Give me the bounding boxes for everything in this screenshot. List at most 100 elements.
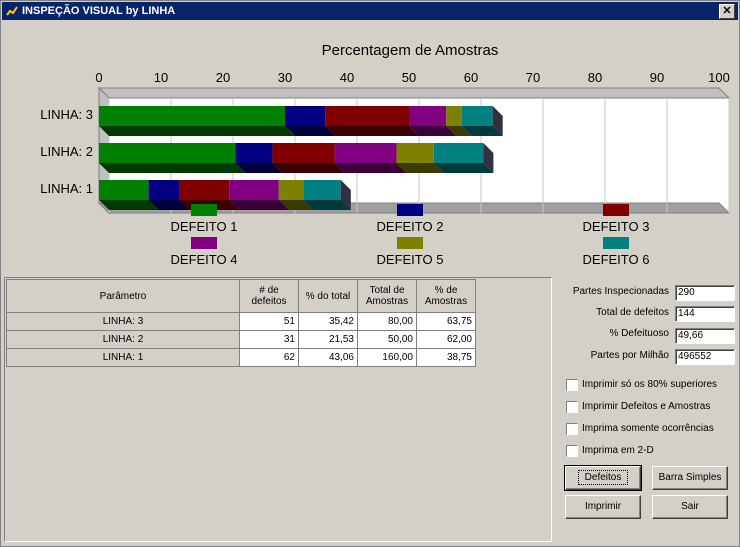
x-tick-label: 50 xyxy=(402,70,416,85)
legend-label: DEFEITO 4 xyxy=(171,252,238,267)
cell-pct-amostras[interactable]: 62,00 xyxy=(416,330,476,349)
bar-segment xyxy=(461,106,493,126)
checkbox-label[interactable]: Imprimir Defeitos e Amostras xyxy=(582,401,711,412)
col-header-pct-total[interactable]: % do total xyxy=(298,279,358,313)
bar-segment xyxy=(272,143,335,163)
pct-defeituoso-field[interactable]: 49,66 xyxy=(675,328,735,344)
checkbox-label[interactable]: Imprima em 2-D xyxy=(582,445,654,456)
bar-segment xyxy=(303,180,341,200)
bar-segment xyxy=(285,106,326,126)
checkbox-label[interactable]: Imprima somente ocorrências xyxy=(582,423,714,434)
category-label: LINHA: 2 xyxy=(40,144,93,159)
cell-total-amostras[interactable]: 80,00 xyxy=(357,312,417,331)
legend-swatch xyxy=(191,204,217,216)
col-header-parametro[interactable]: Parâmetro xyxy=(6,279,240,313)
checkbox-box[interactable] xyxy=(566,379,578,391)
x-tick-label: 0 xyxy=(95,70,102,85)
bar-end-face xyxy=(492,106,503,136)
category-label: LINHA: 3 xyxy=(40,107,93,122)
bar-segment-shadow xyxy=(229,200,289,210)
legend-label: DEFEITO 5 xyxy=(377,252,444,267)
plot-floor-top xyxy=(97,87,731,99)
legend-swatch xyxy=(191,237,217,249)
cell-total-amostras[interactable]: 50,00 xyxy=(357,330,417,349)
defeitos-button-label: Defeitos xyxy=(577,470,629,485)
checkbox-box[interactable] xyxy=(566,401,578,413)
bar-segment xyxy=(325,106,409,126)
bar-segment xyxy=(99,143,236,163)
title-bar: INSPEÇÃO VISUAL by LINHA ✕ xyxy=(2,2,738,20)
bar-segment-shadow xyxy=(278,200,314,210)
bar-segment xyxy=(148,180,180,200)
cell-total-amostras[interactable]: 160,00 xyxy=(357,348,417,367)
legend-swatch xyxy=(603,237,629,249)
bar-segment xyxy=(446,106,462,126)
bar-segment-shadow xyxy=(325,126,419,136)
bar-segment xyxy=(409,106,447,126)
total-defeitos-label: Total de defeitos xyxy=(596,307,669,318)
cell-pct-amostras[interactable]: 38,75 xyxy=(416,348,476,367)
checkbox-box[interactable] xyxy=(566,423,578,435)
table-header-row: Parâmetro # de defeitos % do total Total… xyxy=(6,279,476,313)
col-header-pct-amostras[interactable]: % de Amostras xyxy=(416,279,476,313)
data-table: Parâmetro # de defeitos % do total Total… xyxy=(6,279,476,367)
bar-segment xyxy=(179,180,230,200)
legend-label: DEFEITO 6 xyxy=(583,252,650,267)
bar-segment-shadow xyxy=(396,163,444,173)
bar-segment-shadow xyxy=(148,200,190,210)
barra-simples-button-label: Barra Simples xyxy=(658,472,722,483)
checkbox-label[interactable]: Imprimir só os 80% superiores xyxy=(582,379,718,390)
close-button[interactable]: ✕ xyxy=(719,4,735,19)
cell-pct-total[interactable]: 21,53 xyxy=(298,330,358,349)
bar-segment xyxy=(229,180,279,200)
cell-pct-total[interactable]: 43,06 xyxy=(298,348,358,367)
bar-segment-shadow xyxy=(461,126,503,136)
legend-swatch xyxy=(603,204,629,216)
row-label: LINHA: 1 xyxy=(6,348,240,367)
partes-inspecionadas-field[interactable]: 290 xyxy=(675,285,735,301)
total-defeitos-field[interactable]: 144 xyxy=(675,306,735,322)
col-header-defeitos[interactable]: # de defeitos xyxy=(239,279,299,313)
x-tick-label: 80 xyxy=(588,70,602,85)
bar-segment xyxy=(278,180,304,200)
bar-segment xyxy=(99,106,285,126)
bar-segment-shadow xyxy=(99,200,159,210)
legend-swatch xyxy=(397,237,423,249)
x-tick-label: 70 xyxy=(526,70,540,85)
bar-segment xyxy=(99,180,149,200)
partes-inspecionadas-label: Partes Inspecionadas xyxy=(572,286,669,297)
cell-defeitos[interactable]: 51 xyxy=(239,312,299,331)
cell-pct-amostras[interactable]: 63,75 xyxy=(416,312,476,331)
bar-segment-shadow xyxy=(99,163,246,173)
bar-chart: Percentagem de Amostras 0 10 20 30 40 50 60 70 8… xyxy=(40,42,731,267)
checkbox-box[interactable] xyxy=(566,445,578,457)
x-tick-label: 20 xyxy=(216,70,230,85)
cell-defeitos[interactable]: 62 xyxy=(239,348,299,367)
x-tick-label: 60 xyxy=(464,70,478,85)
bar-segment-shadow xyxy=(99,126,295,136)
bar-segment-shadow xyxy=(334,163,407,173)
legend-label: DEFEITO 2 xyxy=(377,219,444,234)
row-label: LINHA: 2 xyxy=(6,330,240,349)
cell-defeitos[interactable]: 31 xyxy=(239,330,299,349)
bar-segment xyxy=(433,143,484,163)
sair-button-label: Sair xyxy=(681,501,699,512)
barra-simples-button[interactable]: Barra Simples xyxy=(652,466,728,490)
table-row[interactable]: LINHA: 3 51 35,42 80,00 63,75 xyxy=(6,312,476,331)
cell-pct-total[interactable]: 35,42 xyxy=(298,312,358,331)
bar-segment-shadow xyxy=(235,163,283,173)
x-tick-label: 100 xyxy=(708,70,730,85)
table-row[interactable]: LINHA: 1 62 43,06 160,00 38,75 xyxy=(6,348,476,367)
row-label: LINHA: 3 xyxy=(6,312,240,331)
bar-segment xyxy=(235,143,273,163)
ppm-field[interactable]: 496552 xyxy=(675,349,735,365)
col-header-total-amostras[interactable]: Total de Amostras xyxy=(357,279,417,313)
defeitos-button[interactable]: Defeitos xyxy=(564,465,642,491)
sair-button[interactable]: Sair xyxy=(652,495,728,519)
imprimir-button[interactable]: Imprimir xyxy=(565,495,641,519)
chart-title: Percentagem de Amostras xyxy=(322,42,499,59)
bar-segment-shadow xyxy=(433,163,494,173)
table-row[interactable]: LINHA: 2 31 21,53 50,00 62,00 xyxy=(6,330,476,349)
close-icon: ✕ xyxy=(722,5,732,17)
